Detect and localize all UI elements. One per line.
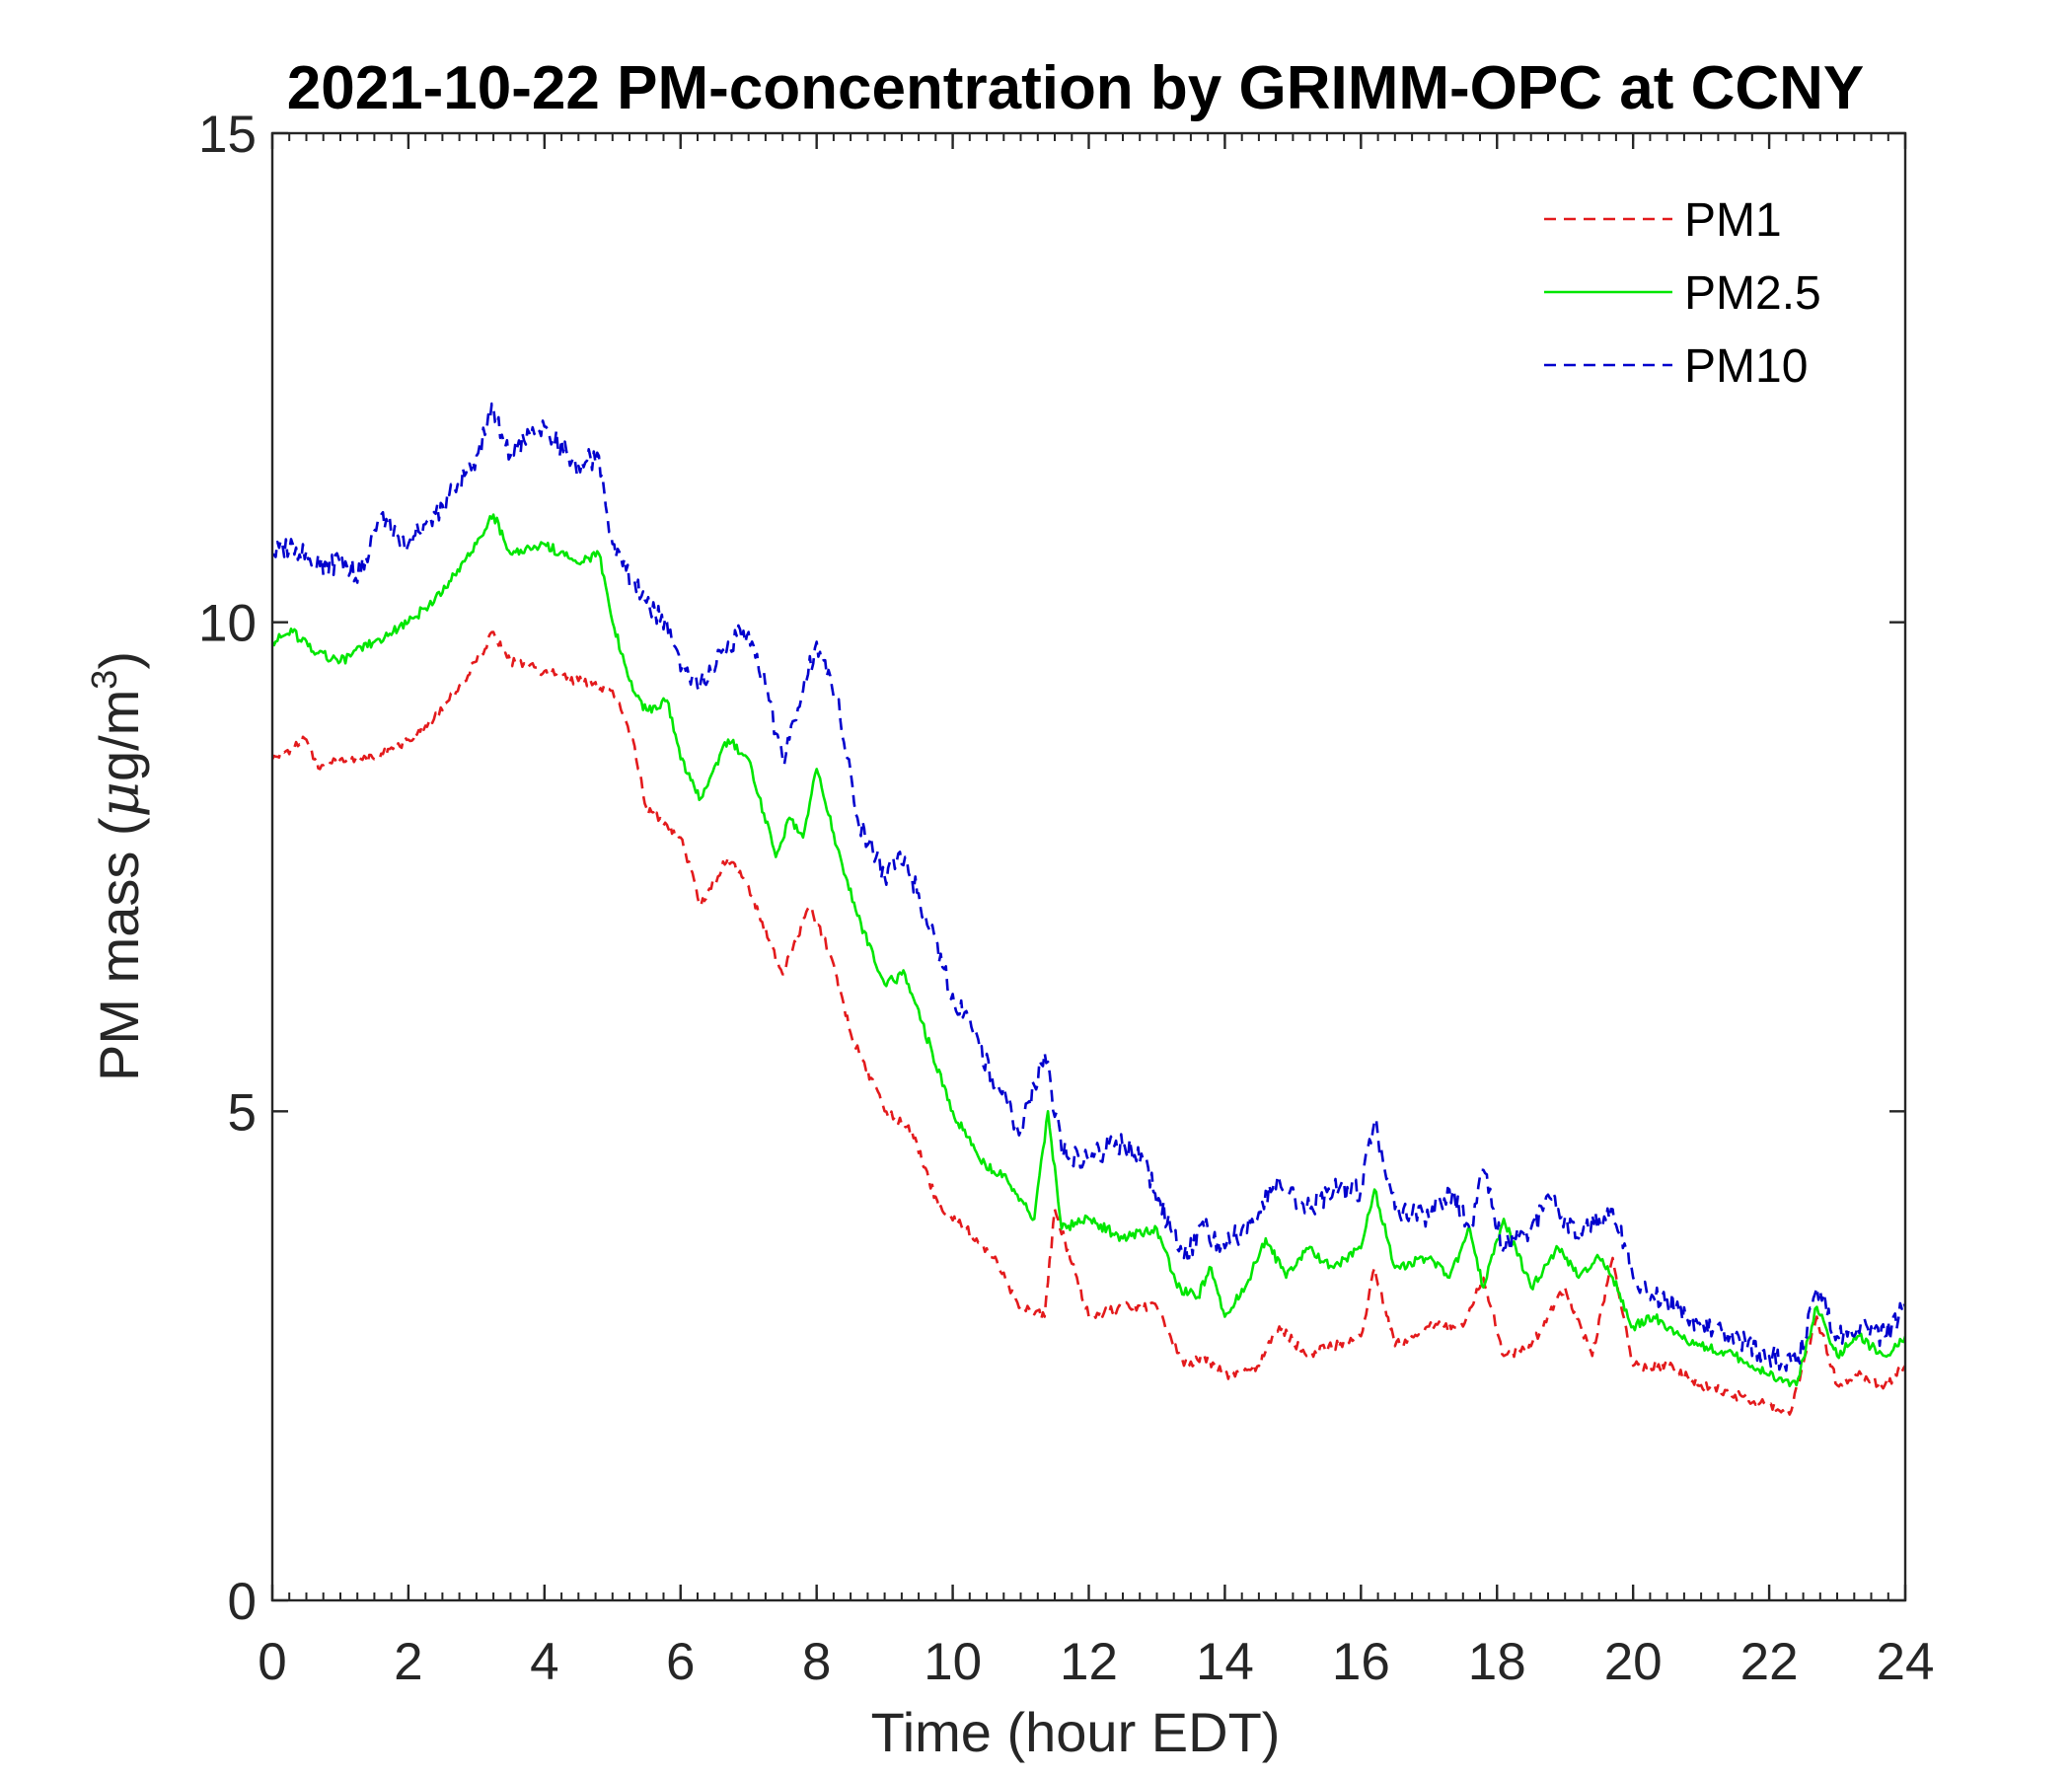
y-axis-title: PM mass (μg/m3)	[84, 651, 152, 1081]
legend-label: PM10	[1684, 340, 1808, 393]
x-tick-label: 10	[924, 1633, 982, 1691]
x-tick-label: 22	[1740, 1633, 1799, 1691]
y-axis-title-unit: g/m	[88, 690, 150, 781]
y-axis-title-mu: μ	[88, 781, 152, 817]
series-layer	[272, 402, 1905, 1416]
x-tick-label: 4	[530, 1633, 558, 1691]
legend-label: PM2.5	[1684, 267, 1821, 320]
x-tick-label: 20	[1604, 1633, 1663, 1691]
x-tick-label: 8	[802, 1633, 831, 1691]
x-tick-label: 0	[258, 1633, 286, 1691]
series-line-pm1	[272, 630, 1905, 1416]
series-line-pm10	[272, 402, 1905, 1372]
y-axis-title-prefix: PM mass (	[88, 817, 150, 1081]
x-tick-label: 24	[1877, 1633, 1935, 1691]
x-tick-label: 14	[1196, 1633, 1254, 1691]
y-tick-label: 10	[198, 595, 257, 653]
y-tick-label: 0	[228, 1573, 257, 1631]
legend: PM1 PM2.5 PM10	[1544, 194, 1821, 393]
y-tick-label: 15	[198, 106, 257, 164]
x-tick-label: 12	[1060, 1633, 1118, 1691]
x-tick-label: 2	[394, 1633, 422, 1691]
y-axis-title-suffix: )	[88, 651, 150, 670]
legend-label: PM1	[1684, 194, 1782, 247]
series-line-pm2-5	[272, 513, 1905, 1388]
x-tick-label: 18	[1468, 1633, 1526, 1691]
x-axis-title: Time (hour EDT)	[871, 1701, 1281, 1763]
chart-title: 2021-10-22 PM-concentration by GRIMM-OPC…	[287, 54, 1865, 122]
y-tick-label: 5	[228, 1083, 257, 1142]
y-axis-title-superscript: 3	[84, 670, 124, 690]
x-tick-label: 6	[666, 1633, 695, 1691]
x-tick-label: 16	[1332, 1633, 1390, 1691]
